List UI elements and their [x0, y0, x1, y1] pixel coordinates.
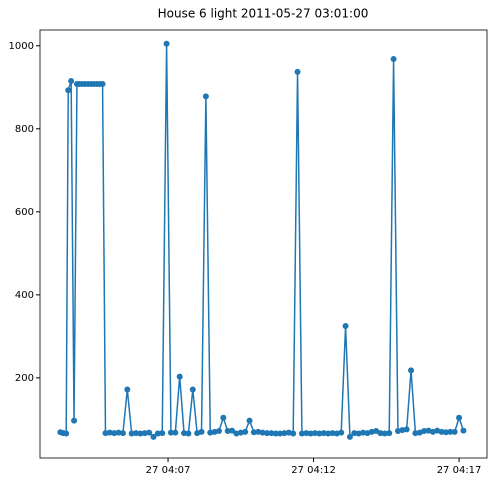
marker: [268, 430, 275, 437]
marker: [421, 428, 428, 435]
marker: [71, 417, 78, 424]
marker: [294, 68, 301, 75]
marker: [381, 430, 388, 437]
marker: [263, 430, 270, 437]
marker: [215, 428, 222, 435]
marker: [181, 430, 188, 437]
marker: [242, 428, 249, 435]
y-tick-label: 200: [15, 373, 34, 384]
marker: [442, 429, 449, 436]
marker: [115, 429, 122, 436]
marker: [272, 430, 279, 437]
marker: [68, 78, 75, 85]
marker: [119, 430, 126, 437]
marker: [307, 430, 314, 437]
marker: [185, 430, 192, 437]
marker: [303, 430, 310, 437]
marker: [277, 430, 284, 437]
marker: [412, 430, 419, 437]
marker: [438, 428, 445, 435]
marker: [447, 428, 454, 435]
x-tick-label: 27 04:07: [146, 465, 191, 476]
marker: [137, 430, 144, 437]
marker: [312, 430, 319, 437]
marker: [259, 429, 266, 436]
marker: [146, 429, 153, 436]
y-tick-label: 400: [15, 290, 34, 301]
y-tick-label: 600: [15, 207, 34, 218]
marker: [224, 428, 231, 435]
marker: [229, 427, 236, 434]
marker: [451, 428, 458, 435]
marker: [456, 414, 463, 421]
marker: [63, 430, 70, 437]
marker: [346, 433, 353, 440]
marker: [386, 430, 393, 437]
marker: [342, 322, 349, 329]
marker: [159, 430, 166, 437]
marker: [198, 428, 205, 435]
marker: [351, 430, 358, 437]
marker: [220, 414, 227, 421]
marker: [408, 367, 415, 374]
marker: [298, 430, 305, 437]
marker: [390, 56, 397, 63]
marker: [133, 430, 140, 437]
marker: [338, 429, 345, 436]
marker: [316, 430, 323, 437]
marker: [163, 40, 170, 47]
chart-title: House 6 light 2011-05-27 03:01:00: [158, 7, 369, 21]
marker: [325, 430, 332, 437]
marker: [150, 433, 157, 440]
marker: [460, 427, 467, 434]
marker: [102, 430, 109, 437]
marker: [250, 429, 257, 436]
marker: [111, 430, 118, 437]
marker: [202, 93, 209, 100]
y-tick-label: 1000: [9, 41, 34, 52]
marker: [154, 430, 161, 437]
plot-frame: [39, 29, 488, 459]
x-tick-label: 27 04:12: [291, 465, 336, 476]
marker: [172, 429, 179, 436]
marker: [329, 430, 336, 437]
marker: [124, 386, 131, 393]
marker: [99, 80, 106, 87]
x-tick-label: 27 04:17: [437, 465, 482, 476]
y-tick-label: 800: [15, 124, 34, 135]
marker: [189, 386, 196, 393]
marker: [176, 373, 183, 380]
marker: [281, 430, 288, 437]
marker: [360, 429, 367, 436]
marker: [403, 426, 410, 433]
marker: [246, 417, 253, 424]
marker: [106, 429, 113, 436]
marker: [290, 430, 297, 437]
marker: [65, 87, 72, 94]
marker: [141, 430, 148, 437]
marker: [320, 430, 327, 437]
marker: [167, 429, 174, 436]
marker: [377, 430, 384, 437]
marker: [128, 430, 135, 437]
